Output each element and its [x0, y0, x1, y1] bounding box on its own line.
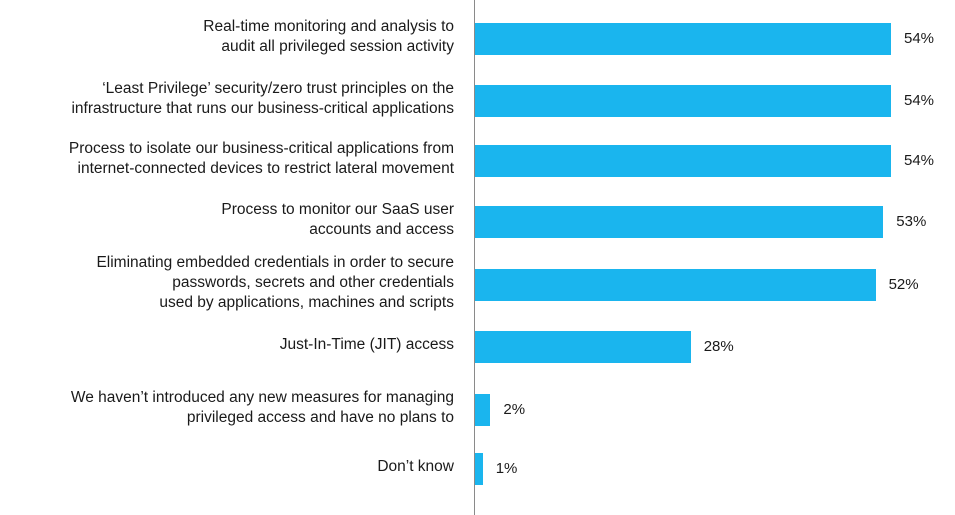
bar-1	[475, 23, 891, 55]
category-label-line: Process to isolate our business-critical…	[68, 140, 454, 157]
bar-8	[475, 453, 483, 485]
value-label-4: 53%	[896, 213, 927, 230]
category-label-line: audit all privileged session activity	[221, 38, 454, 55]
category-label-line: internet-connected devices to restrict l…	[77, 160, 454, 177]
category-label-line: Don’t know	[377, 458, 454, 475]
category-label-4: Process to monitor our SaaS user accounts…	[221, 200, 454, 240]
bar-6	[475, 331, 691, 363]
bar-4	[475, 206, 884, 238]
category-label-line: Process to monitor our SaaS user	[221, 201, 454, 218]
value-label-7: 2%	[503, 401, 526, 418]
category-axis-line	[474, 0, 475, 515]
category-label-line: infrastructure that runs our business-cr…	[71, 100, 454, 117]
category-label-2: ‘Least Privilege’ security/zero trust pr…	[71, 79, 454, 119]
category-label-8: Don’t know	[377, 457, 454, 477]
value-label-1: 54%	[904, 30, 935, 47]
value-label-3: 54%	[904, 152, 935, 169]
category-label-line: used by applications, machines and scrip…	[159, 294, 454, 311]
value-label-5: 52%	[888, 276, 919, 293]
bar-3	[475, 145, 891, 177]
category-label-line: ‘Least Privilege’ security/zero trust pr…	[102, 80, 454, 97]
bar-5	[475, 269, 876, 301]
value-label-6: 28%	[703, 338, 734, 355]
category-label-line: We haven’t introduced any new measures f…	[70, 389, 454, 406]
value-label-8: 1%	[495, 460, 518, 477]
category-label-line: Real-time monitoring and analysis to	[203, 18, 454, 35]
category-label-line: passwords, secrets and other credentials	[172, 274, 454, 291]
bar-7	[475, 394, 491, 426]
category-label-7: We haven’t introduced any new measures f…	[71, 388, 454, 428]
category-label-line: Just-In-Time (JIT) access	[279, 336, 454, 353]
category-label-line: accounts and access	[309, 221, 454, 238]
category-label-line: privileged access and have no plans to	[186, 409, 454, 426]
bar-2	[475, 85, 891, 117]
category-label-1: Real-time monitoring and analysis to audi…	[203, 17, 454, 57]
category-label-6: Just-In-Time (JIT) access	[280, 335, 454, 355]
category-label-line: Eliminating embedded credentials in orde…	[96, 254, 454, 271]
value-label-2: 54%	[904, 92, 935, 109]
category-label-3: Process to isolate our business-critical…	[69, 139, 454, 179]
category-label-5: Eliminating embedded credentials in orde…	[96, 253, 454, 313]
